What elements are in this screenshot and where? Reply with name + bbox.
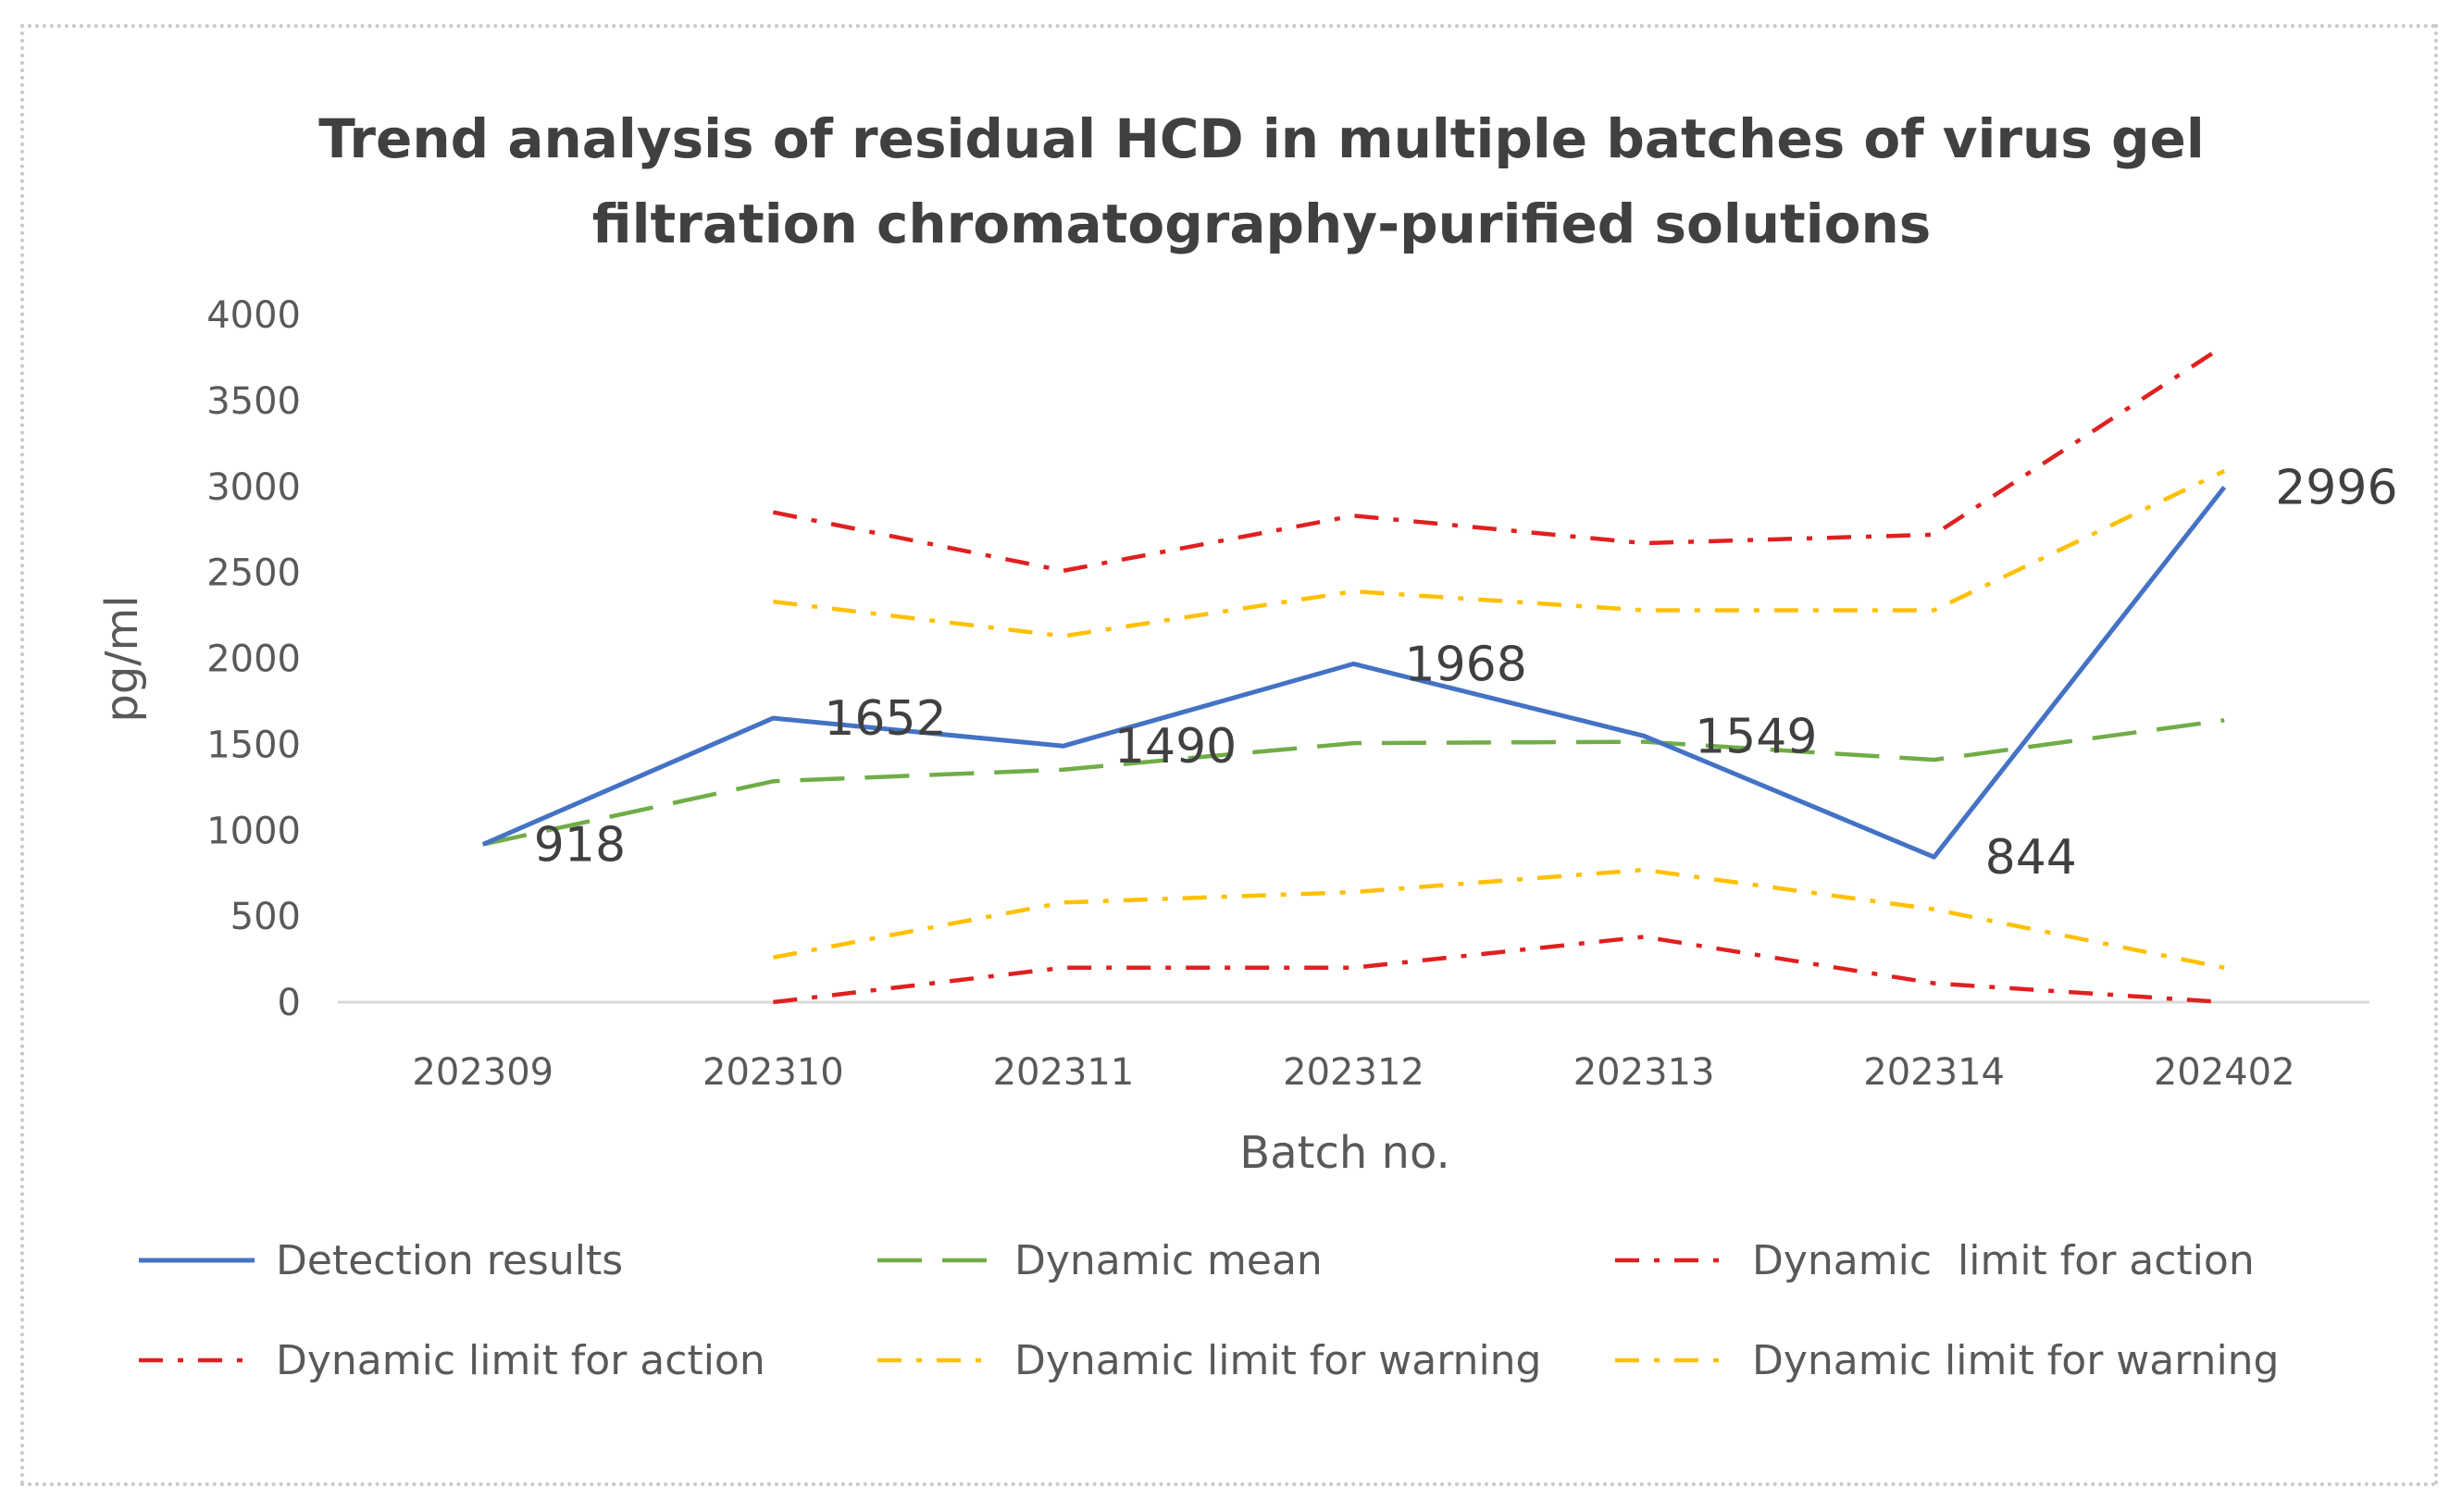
x-tick-label: 202402 [2154,1051,2295,1094]
series-line-0 [481,485,2227,860]
data-labels: 918 1652 1490 1968 1549 844 2996 [534,460,2398,886]
chart-title-line-1: Trend analysis of residual HCD in multip… [318,107,2205,170]
legend-label: Dynamic limit for action [276,1337,765,1384]
y-tick-label: 2000 [206,638,301,681]
series-line-5 [772,867,2225,971]
series-line-1 [482,718,2225,847]
x-tick-label: 202312 [1283,1051,1424,1094]
x-tick-label: 202311 [993,1051,1135,1094]
legend-label: Dynamic mean [1014,1237,1323,1284]
x-axis: 202309 202310 202311 202312 202313 202314 2024… [338,1000,2369,1094]
x-tick-label: 202314 [1863,1051,2005,1094]
y-tick-label: 1000 [206,810,301,852]
legend-label: Detection results [276,1237,623,1284]
legend-item: Dynamic limit for warning [877,1337,1542,1384]
legend-item: Dynamic mean [877,1237,1323,1284]
series-line-3 [773,935,2225,1005]
series-line-4 [773,468,2226,638]
data-label: 918 [534,817,626,873]
chart-frame [20,24,2438,1486]
legend-label: Dynamic limit for warning [1752,1337,2280,1384]
legend: Detection results Dynamic mean Dynamic lim… [139,1237,2280,1384]
data-label: 1549 [1695,709,1817,764]
y-tick-label: 4000 [206,294,301,337]
x-tick-label: 202313 [1573,1051,1715,1094]
legend-item: Dynamic limit for action [139,1337,765,1384]
y-axis-ticks: 0 500 1000 1500 2000 2500 3000 3500 4000 [206,294,301,1024]
legend-item: Dynamic limit for action [1615,1237,2255,1284]
x-axis-title: Batch no. [1239,1127,1449,1179]
data-label: 1968 [1405,637,1527,692]
y-axis-title: pg/ml [96,595,148,722]
chart-title: Trend analysis of residual HCD in multip… [318,107,2205,255]
y-tick-label: 2500 [206,552,301,595]
series-layer [481,343,2227,1005]
series-line-2 [772,343,2226,574]
legend-label: Dynamic limit for action [1752,1237,2255,1284]
legend-item: Dynamic limit for warning [1615,1337,2280,1384]
y-tick-label: 500 [230,896,301,938]
y-tick-label: 0 [278,982,301,1024]
y-tick-label: 3500 [206,380,301,423]
x-tick-label: 202309 [412,1051,553,1094]
chart-title-line-2: filtration chromatography-purified solut… [592,192,1932,255]
legend-item: Detection results [139,1237,623,1284]
data-label: 2996 [2275,460,2397,515]
data-label: 1490 [1114,719,1237,775]
data-label: 1652 [824,691,946,747]
y-tick-label: 1500 [206,724,301,766]
data-label: 844 [1985,830,2077,886]
legend-label: Dynamic limit for warning [1014,1337,1542,1384]
y-tick-label: 3000 [206,466,301,509]
x-tick-label: 202310 [703,1051,844,1094]
